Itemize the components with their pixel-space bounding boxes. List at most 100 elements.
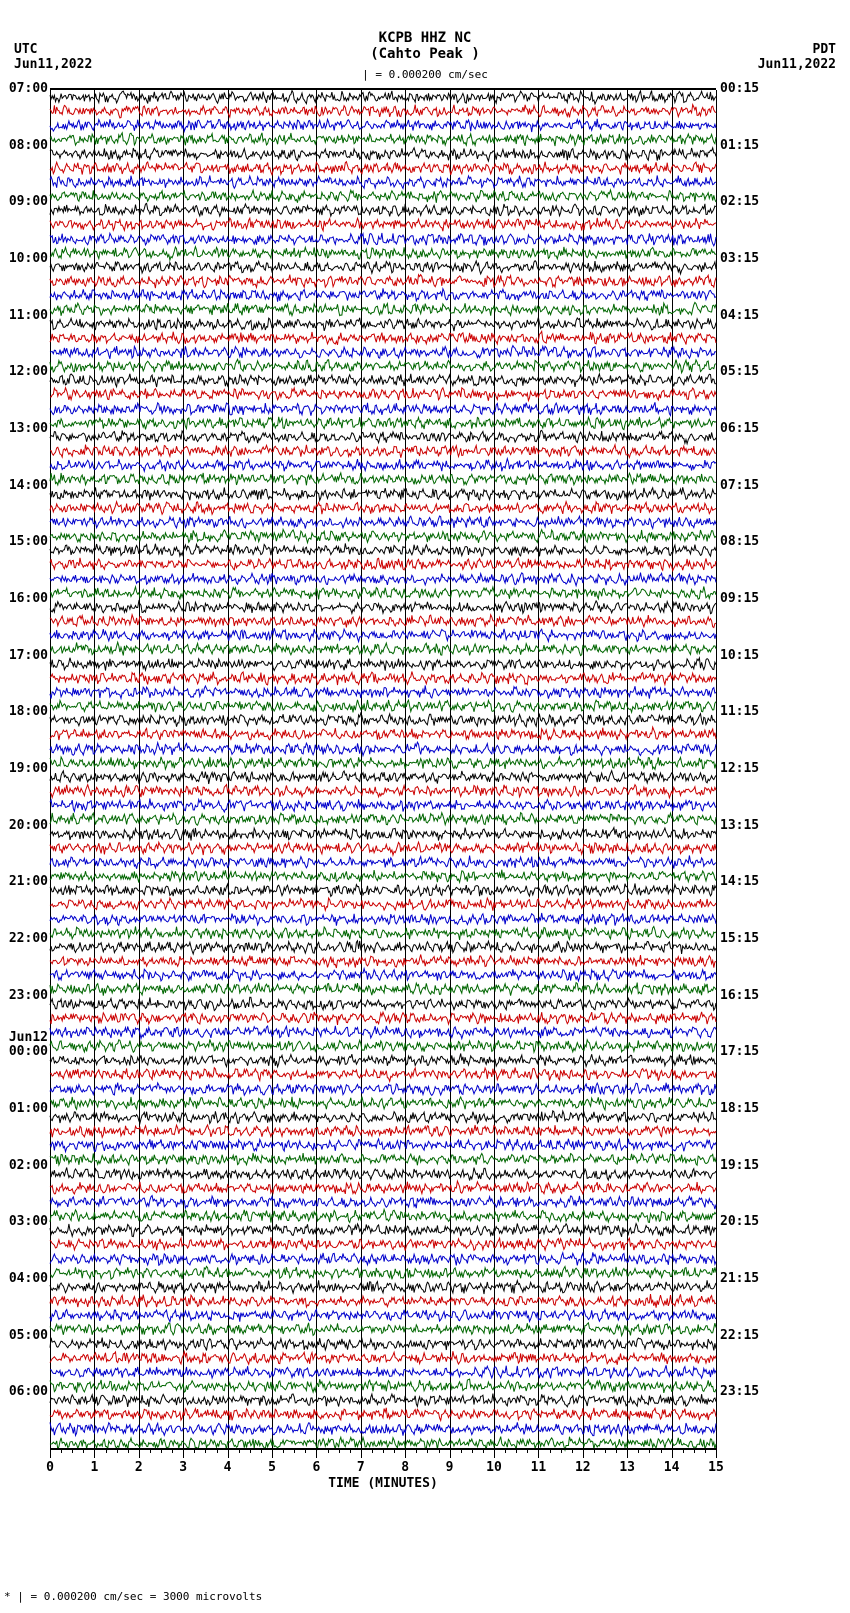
utc-time-label: 14:00 — [2, 478, 48, 493]
pdt-time-label: 21:15 — [720, 1271, 766, 1286]
tick-minor — [239, 1448, 240, 1453]
utc-time-label: 22:00 — [2, 931, 48, 946]
pdt-time-label: 01:15 — [720, 138, 766, 153]
seismogram-container: KCPB HHZ NC (Cahto Peak ) UTC PDT Jun11,… — [0, 0, 850, 1613]
tick-minor — [649, 1448, 650, 1453]
tick-minor — [572, 1448, 573, 1453]
pdt-time-label: 14:15 — [720, 874, 766, 889]
tick-minor — [350, 1448, 351, 1453]
tick-label: 7 — [357, 1460, 365, 1475]
pdt-time-label: 03:15 — [720, 251, 766, 266]
tick-minor — [550, 1448, 551, 1453]
tick-minor — [694, 1448, 695, 1453]
tick-minor — [305, 1448, 306, 1453]
tick-major — [94, 1448, 95, 1458]
pdt-time-label: 17:15 — [720, 1044, 766, 1059]
pdt-time-label: 20:15 — [720, 1214, 766, 1229]
pdt-time-label: 16:15 — [720, 988, 766, 1003]
utc-time-label: 12:00 — [2, 364, 48, 379]
tick-major — [228, 1448, 229, 1458]
tick-minor — [461, 1448, 462, 1453]
utc-time-label: 07:00 — [2, 81, 48, 96]
pdt-time-label: 09:15 — [720, 591, 766, 606]
tick-major — [627, 1448, 628, 1458]
pdt-time-label: 05:15 — [720, 364, 766, 379]
tick-major — [50, 1448, 51, 1458]
tick-minor — [128, 1448, 129, 1453]
tick-minor — [294, 1448, 295, 1453]
utc-time-label: 11:00 — [2, 308, 48, 323]
tick-minor — [117, 1448, 118, 1453]
tick-minor — [661, 1448, 662, 1453]
tick-minor — [561, 1448, 562, 1453]
tick-minor — [72, 1448, 73, 1453]
pdt-time-label: 06:15 — [720, 421, 766, 436]
tick-label: 15 — [708, 1460, 724, 1475]
tick-minor — [172, 1448, 173, 1453]
x-axis-title: TIME (MINUTES) — [50, 1476, 716, 1491]
tick-major — [494, 1448, 495, 1458]
tick-major — [450, 1448, 451, 1458]
gridline — [716, 90, 717, 1450]
tick-minor — [605, 1448, 606, 1453]
pdt-time-label: 04:15 — [720, 308, 766, 323]
tick-label: 5 — [268, 1460, 276, 1475]
tick-minor — [594, 1448, 595, 1453]
pdt-time-label: 02:15 — [720, 194, 766, 209]
tick-minor — [427, 1448, 428, 1453]
tick-major — [672, 1448, 673, 1458]
utc-time-label: 21:00 — [2, 874, 48, 889]
tick-minor — [83, 1448, 84, 1453]
tick-major — [183, 1448, 184, 1458]
utc-time-label: 23:00 — [2, 988, 48, 1003]
tick-major — [139, 1448, 140, 1458]
tick-minor — [194, 1448, 195, 1453]
pdt-time-label: 00:15 — [720, 81, 766, 96]
tick-minor — [328, 1448, 329, 1453]
tick-major — [538, 1448, 539, 1458]
tick-label: 9 — [446, 1460, 454, 1475]
tick-label: 2 — [135, 1460, 143, 1475]
utc-time-label: 19:00 — [2, 761, 48, 776]
utc-time-label: 15:00 — [2, 534, 48, 549]
tick-major — [716, 1448, 717, 1458]
tick-minor — [439, 1448, 440, 1453]
pdt-time-label: 15:15 — [720, 931, 766, 946]
tick-major — [316, 1448, 317, 1458]
footer-scale: * | = 0.000200 cm/sec = 3000 microvolts — [4, 1590, 262, 1603]
tick-label: 14 — [664, 1460, 680, 1475]
tick-label: 4 — [224, 1460, 232, 1475]
utc-time-label: 08:00 — [2, 138, 48, 153]
pdt-time-label: 11:15 — [720, 704, 766, 719]
tick-minor — [516, 1448, 517, 1453]
utc-time-label: 18:00 — [2, 704, 48, 719]
tick-label: 12 — [575, 1460, 591, 1475]
tick-minor — [383, 1448, 384, 1453]
tick-minor — [483, 1448, 484, 1453]
tick-minor — [150, 1448, 151, 1453]
utc-time-label: 04:00 — [2, 1271, 48, 1286]
tick-minor — [283, 1448, 284, 1453]
tick-label: 13 — [619, 1460, 635, 1475]
tick-major — [272, 1448, 273, 1458]
utc-time-label: 05:00 — [2, 1328, 48, 1343]
tick-label: 1 — [90, 1460, 98, 1475]
tick-minor — [217, 1448, 218, 1453]
tick-label: 6 — [312, 1460, 320, 1475]
tick-minor — [638, 1448, 639, 1453]
pdt-time-label: 18:15 — [720, 1101, 766, 1116]
tick-major — [583, 1448, 584, 1458]
utc-time-label: 10:00 — [2, 251, 48, 266]
timezone-right: PDT — [813, 42, 836, 57]
tick-minor — [372, 1448, 373, 1453]
tick-minor — [505, 1448, 506, 1453]
timezone-left: UTC — [14, 42, 37, 57]
tick-minor — [472, 1448, 473, 1453]
tick-minor — [416, 1448, 417, 1453]
utc-time-label: 17:00 — [2, 648, 48, 663]
station-location: (Cahto Peak ) — [0, 46, 850, 62]
tick-label: 0 — [46, 1460, 54, 1475]
pdt-time-label: 08:15 — [720, 534, 766, 549]
pdt-time-label: 13:15 — [720, 818, 766, 833]
tick-minor — [205, 1448, 206, 1453]
